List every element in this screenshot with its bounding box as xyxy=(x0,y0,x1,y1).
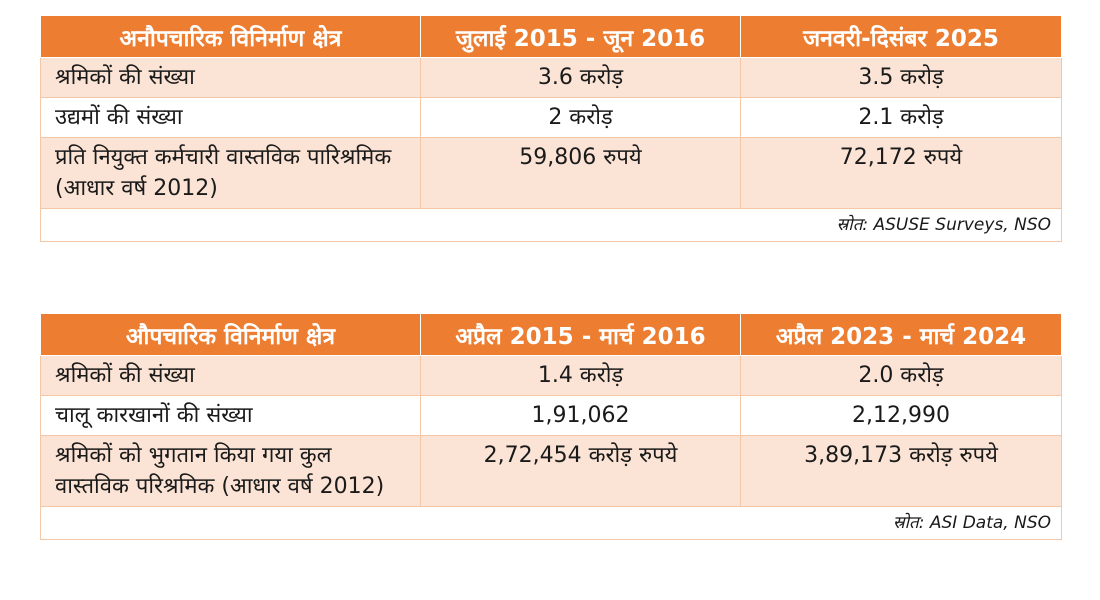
row-value: 1.4 करोड़ xyxy=(420,355,741,396)
source-note: स्रोत: ASI Data, NSO xyxy=(40,506,1062,540)
row-value: 2 करोड़ xyxy=(420,97,741,138)
row-label: उद्यमों की संख्या xyxy=(40,97,421,138)
table-row: चालू कारखानों की संख्या 1,91,062 2,12,99… xyxy=(40,395,1062,436)
header-period-2: जनवरी-दिसंबर 2025 xyxy=(740,15,1062,58)
header-period-1: जुलाई 2015 - जून 2016 xyxy=(420,15,741,58)
table-header-row: अनौपचारिक विनिर्माण क्षेत्र जुलाई 2015 -… xyxy=(40,15,1062,58)
row-value: 2,72,454 करोड़ रुपये xyxy=(420,435,741,507)
table-row: श्रमिकों की संख्या 3.6 करोड़ 3.5 करोड़ xyxy=(40,57,1062,98)
row-value: 3,89,173 करोड़ रुपये xyxy=(740,435,1062,507)
row-value: 1,91,062 xyxy=(420,395,741,436)
table-row: प्रति नियुक्त कर्मचारी वास्तविक पारिश्रम… xyxy=(40,137,1062,209)
header-sector: औपचारिक विनिर्माण क्षेत्र xyxy=(40,313,421,356)
row-value: 3.6 करोड़ xyxy=(420,57,741,98)
row-label: श्रमिकों को भुगतान किया गया कुल वास्तविक… xyxy=(40,435,421,507)
header-sector: अनौपचारिक विनिर्माण क्षेत्र xyxy=(40,15,421,58)
source-row: स्रोत: ASUSE Surveys, NSO xyxy=(40,208,1062,242)
row-label: श्रमिकों की संख्या xyxy=(40,57,421,98)
table-row: श्रमिकों की संख्या 1.4 करोड़ 2.0 करोड़ xyxy=(40,355,1062,396)
formal-manufacturing-table: औपचारिक विनिर्माण क्षेत्र अप्रैल 2015 - … xyxy=(40,313,1062,540)
row-label: प्रति नियुक्त कर्मचारी वास्तविक पारिश्रम… xyxy=(40,137,421,209)
informal-manufacturing-table: अनौपचारिक विनिर्माण क्षेत्र जुलाई 2015 -… xyxy=(40,15,1062,242)
row-value: 72,172 रुपये xyxy=(740,137,1062,209)
table-row: श्रमिकों को भुगतान किया गया कुल वास्तविक… xyxy=(40,435,1062,507)
source-row: स्रोत: ASI Data, NSO xyxy=(40,506,1062,540)
row-value: 2.0 करोड़ xyxy=(740,355,1062,396)
table-row: उद्यमों की संख्या 2 करोड़ 2.1 करोड़ xyxy=(40,97,1062,138)
row-value: 3.5 करोड़ xyxy=(740,57,1062,98)
header-period-1: अप्रैल 2015 - मार्च 2016 xyxy=(420,313,741,356)
row-value: 2,12,990 xyxy=(740,395,1062,436)
row-label: श्रमिकों की संख्या xyxy=(40,355,421,396)
table-header-row: औपचारिक विनिर्माण क्षेत्र अप्रैल 2015 - … xyxy=(40,313,1062,356)
source-note: स्रोत: ASUSE Surveys, NSO xyxy=(40,208,1062,242)
header-period-2: अप्रैल 2023 - मार्च 2024 xyxy=(740,313,1062,356)
row-label: चालू कारखानों की संख्या xyxy=(40,395,421,436)
row-value: 59,806 रुपये xyxy=(420,137,741,209)
row-value: 2.1 करोड़ xyxy=(740,97,1062,138)
